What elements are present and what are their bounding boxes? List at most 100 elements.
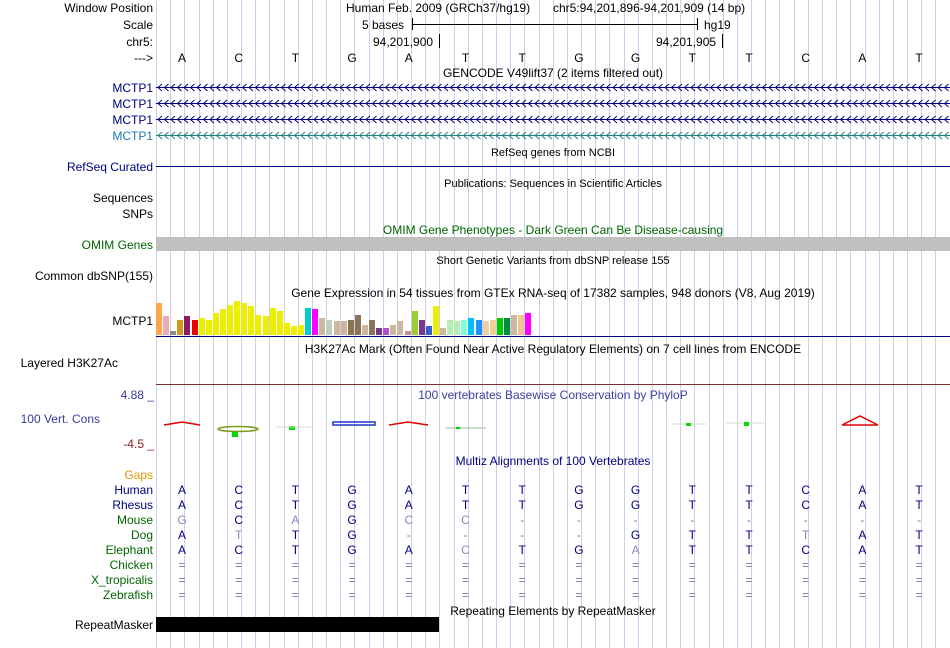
label-repeatmasker[interactable]: RepeatMasker	[74, 618, 153, 632]
label-gtex-mctp1[interactable]: MCTP1	[112, 314, 153, 328]
gtex-tissue-bar[interactable]	[461, 320, 468, 335]
gtex-tissue-bar[interactable]	[227, 305, 233, 335]
grid-line	[680, 0, 682, 648]
phylop-signal[interactable]	[156, 415, 950, 440]
label-layered-h3k27ac[interactable]: Layered H3K27Ac	[20, 356, 118, 370]
gtex-tissue-bar[interactable]	[219, 309, 226, 335]
gtex-bar-chart[interactable]	[156, 300, 536, 335]
gtex-tissue-bar[interactable]	[489, 320, 496, 335]
gencode-transcript-3[interactable]	[156, 113, 950, 126]
gtex-tissue-bar[interactable]	[298, 325, 304, 335]
refseq-gene-line[interactable]	[156, 166, 950, 167]
gtex-tissue-bar[interactable]	[432, 306, 439, 335]
label-snps[interactable]: SNPs	[122, 207, 153, 221]
gtex-tissue-bar[interactable]	[390, 325, 397, 335]
species-label[interactable]: Zebrafish	[102, 588, 153, 602]
gtex-tissue-bar[interactable]	[496, 318, 503, 335]
gtex-tissue-bar[interactable]	[518, 315, 525, 335]
gtex-tissue-bar[interactable]	[511, 315, 517, 335]
position-text: chr5:94,201,896-94,201,909 (14 bp)	[553, 1, 746, 15]
strand-chevron	[436, 115, 442, 124]
strand-chevron	[651, 115, 657, 124]
strand-chevron	[904, 99, 910, 108]
gtex-tissue-bar[interactable]	[234, 301, 241, 335]
gtex-tissue-bar[interactable]	[397, 321, 404, 335]
gtex-tissue-bar[interactable]	[319, 318, 326, 335]
gtex-tissue-bar[interactable]	[411, 311, 418, 335]
gtex-tissue-bar[interactable]	[447, 320, 454, 335]
gencode-transcript-1[interactable]	[156, 81, 950, 94]
gencode-transcript-2[interactable]	[156, 97, 950, 110]
gtex-tissue-bar[interactable]	[248, 306, 255, 335]
gtex-tissue-bar[interactable]	[269, 308, 276, 335]
gtex-tissue-bar[interactable]	[262, 316, 269, 335]
gtex-tissue-bar[interactable]	[525, 313, 532, 335]
alignment-base: A	[858, 528, 867, 542]
gtex-tissue-bar[interactable]	[340, 321, 347, 335]
base-letter: T	[291, 51, 300, 65]
strand-chevron	[703, 83, 709, 92]
gtex-tissue-bar[interactable]	[290, 326, 297, 335]
label-gencode-mctp1-3[interactable]: MCTP1	[112, 113, 153, 127]
gtex-tissue-bar[interactable]	[333, 321, 340, 335]
strand-chevron	[196, 115, 202, 124]
gtex-tissue-bar[interactable]	[383, 328, 390, 335]
label-gencode-mctp1-4[interactable]: MCTP1	[112, 129, 153, 143]
gtex-tissue-bar[interactable]	[326, 320, 333, 335]
label-sequences[interactable]: Sequences	[92, 191, 153, 205]
strand-chevron	[209, 131, 215, 140]
gtex-tissue-bar[interactable]	[184, 316, 191, 335]
strand-chevron	[820, 99, 826, 108]
gtex-tissue-bar[interactable]	[376, 328, 383, 335]
gtex-tissue-bar[interactable]	[177, 320, 184, 335]
gtex-tissue-bar[interactable]	[418, 320, 425, 335]
gtex-tissue-bar[interactable]	[163, 316, 170, 335]
gtex-tissue-bar[interactable]	[503, 318, 510, 335]
gtex-tissue-bar[interactable]	[191, 320, 198, 335]
gtex-tissue-bar[interactable]	[361, 325, 368, 335]
gtex-tissue-bar[interactable]	[404, 331, 411, 335]
strand-chevron	[397, 83, 403, 92]
label-refseq-curated[interactable]: RefSeq Curated	[66, 160, 153, 174]
species-label[interactable]: Elephant	[105, 543, 153, 557]
gtex-tissue-bar[interactable]	[170, 331, 177, 335]
omim-gene-bar[interactable]	[156, 237, 950, 251]
strand-chevron	[488, 115, 494, 124]
gtex-tissue-bar[interactable]	[482, 321, 489, 335]
species-label[interactable]: Chicken	[109, 558, 153, 572]
label-gencode-mctp1-1[interactable]: MCTP1	[112, 81, 153, 95]
species-label[interactable]: Rhesus	[112, 498, 153, 512]
gtex-tissue-bar[interactable]	[440, 328, 446, 335]
gtex-tissue-bar[interactable]	[347, 320, 354, 335]
alignment-base: C	[801, 498, 811, 512]
gtex-tissue-bar[interactable]	[283, 323, 290, 335]
gtex-tissue-bar[interactable]	[354, 315, 361, 335]
species-label[interactable]: Mouse	[116, 513, 153, 527]
gtex-gene-line[interactable]	[156, 336, 950, 337]
gtex-tissue-bar[interactable]	[156, 303, 162, 335]
label-phylop[interactable]: 100 Vert. Cons	[20, 412, 100, 426]
label-gencode-mctp1-2[interactable]: MCTP1	[112, 97, 153, 111]
gtex-tissue-bar[interactable]	[468, 318, 475, 335]
species-label[interactable]: X_tropicalis	[90, 573, 153, 587]
species-label[interactable]: Dog	[130, 528, 153, 542]
gtex-tissue-bar[interactable]	[255, 315, 262, 335]
gtex-tissue-bar[interactable]	[205, 320, 212, 335]
gtex-tissue-bar[interactable]	[241, 303, 248, 335]
label-gaps[interactable]: Gaps	[124, 468, 153, 482]
gtex-tissue-bar[interactable]	[305, 308, 312, 335]
gtex-tissue-bar[interactable]	[198, 318, 205, 335]
gtex-tissue-bar[interactable]	[369, 320, 375, 335]
gtex-tissue-bar[interactable]	[475, 320, 482, 335]
repeatmasker-element[interactable]	[156, 617, 439, 632]
label-omim-genes[interactable]: OMIM Genes	[81, 238, 153, 252]
label-common-dbsnp[interactable]: Common dbSNP(155)	[34, 269, 153, 283]
species-label[interactable]: Human	[114, 483, 153, 497]
gtex-tissue-bar[interactable]	[212, 313, 219, 335]
gtex-tissue-bar[interactable]	[425, 326, 432, 335]
gtex-tissue-bar[interactable]	[276, 311, 283, 335]
gtex-tissue-bar[interactable]	[312, 309, 319, 335]
gtex-tissue-bar[interactable]	[454, 321, 461, 335]
base-letter: A	[177, 51, 186, 65]
gencode-transcript-4[interactable]	[156, 129, 950, 142]
